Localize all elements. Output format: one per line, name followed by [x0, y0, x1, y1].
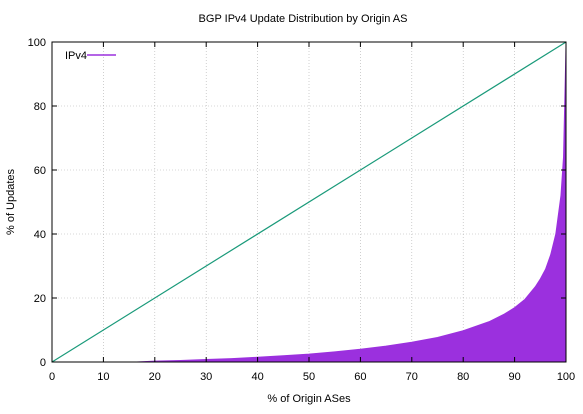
x-tick-label-10: 10	[97, 371, 109, 383]
y-axis-label: % of Updates	[5, 168, 17, 235]
x-tick-label-90: 90	[508, 371, 520, 383]
y-tick-label-40: 40	[34, 229, 46, 241]
legend: IPv4	[65, 50, 116, 62]
y-tick-label-100: 100	[28, 37, 46, 49]
area-series-ipv4	[52, 41, 567, 363]
x-tick-label-70: 70	[406, 371, 418, 383]
y-tick-label-20: 20	[34, 293, 46, 305]
tick-layer: 0 10 20 30 40 50 60 70 80 90 100 0 20 40 60 80 100	[28, 37, 576, 383]
diagonal-reference-line	[51, 41, 567, 363]
x-tick-label-100: 100	[557, 371, 575, 383]
x-tick-label-30: 30	[200, 371, 212, 383]
x-tick-label-40: 40	[251, 371, 263, 383]
x-tick-label-20: 20	[149, 371, 161, 383]
x-tick-label-0: 0	[49, 371, 55, 383]
x-tick-label-80: 80	[457, 371, 469, 383]
chart-title: BGP IPv4 Update Distribution by Origin A…	[199, 13, 408, 25]
x-tick-label-50: 50	[303, 371, 315, 383]
y-tick-label-60: 60	[34, 165, 46, 177]
series-layer	[51, 41, 567, 363]
x-tick-label-60: 60	[354, 371, 366, 383]
x-axis-label: % of Origin ASes	[267, 393, 351, 405]
y-tick-label-80: 80	[34, 101, 46, 113]
legend-label-ipv4: IPv4	[65, 50, 87, 62]
y-tick-label-0: 0	[40, 357, 46, 369]
